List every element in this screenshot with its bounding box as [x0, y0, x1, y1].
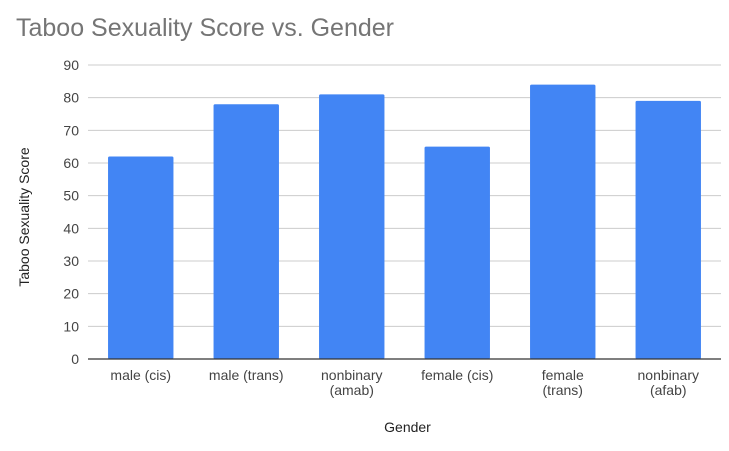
- y-tick-label: 80: [63, 90, 79, 106]
- y-tick-label: 10: [63, 318, 79, 334]
- x-tick-label-line: nonbinary: [321, 367, 383, 383]
- y-tick-label: 30: [63, 253, 79, 269]
- y-tick-label: 50: [63, 188, 79, 204]
- x-tick-label-line: female: [542, 367, 584, 383]
- bar: [424, 146, 490, 359]
- y-tick-label: 40: [63, 220, 79, 236]
- y-tick-label: 90: [63, 57, 79, 73]
- x-tick-label-line: male (trans): [209, 367, 284, 383]
- x-tick-label-line: nonbinary: [638, 367, 700, 383]
- x-tick-label: nonbinary (afab): [638, 367, 700, 398]
- x-axis-title: Gender: [384, 419, 431, 435]
- x-tick-label: male (cis): [110, 367, 171, 383]
- y-tick-label: 0: [71, 351, 79, 367]
- bar: [108, 156, 174, 359]
- x-tick-label-line: (amab): [330, 382, 374, 398]
- y-axis-title: Taboo Sexuality Score: [16, 147, 32, 287]
- tick-labels: 0 10 20 30 40 50 60 70 80 90 male (cis) male (trans…: [63, 57, 699, 398]
- bar: [319, 94, 385, 360]
- y-tick-label: 20: [63, 286, 79, 302]
- x-tick-label: female (cis): [421, 367, 493, 383]
- gridlines: [88, 64, 721, 327]
- bar: [213, 104, 279, 359]
- x-tick-label-line: (afab): [650, 382, 687, 398]
- x-tick-label-line: (trans): [543, 382, 583, 398]
- y-tick-label: 60: [63, 155, 79, 171]
- chart-title: Taboo Sexuality Score vs. Gender: [16, 14, 394, 42]
- x-tick-label: female (trans): [542, 367, 584, 398]
- x-tick-label-line: male (cis): [110, 367, 171, 383]
- x-tick-label: male (trans): [209, 367, 284, 383]
- x-tick-label-line: female (cis): [421, 367, 493, 383]
- bars: [108, 84, 701, 360]
- y-tick-label: 70: [63, 122, 79, 138]
- bar: [635, 100, 701, 359]
- bar: [530, 84, 596, 359]
- x-tick-label: nonbinary (amab): [321, 367, 383, 398]
